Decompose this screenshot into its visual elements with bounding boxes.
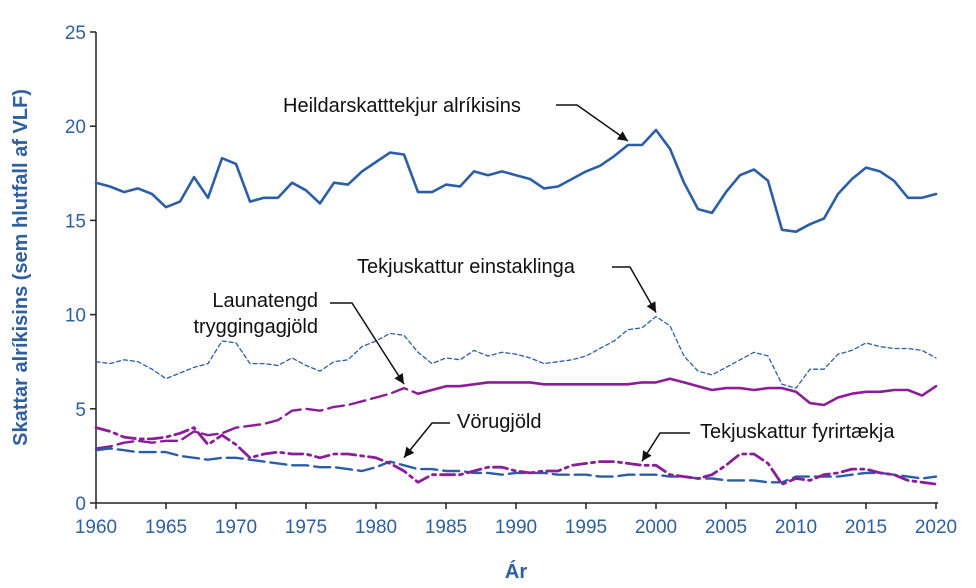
y-tick-label: 20 — [65, 117, 86, 138]
annotation-leader — [641, 432, 690, 462]
series-line-2 — [416, 377, 938, 407]
annotation-arrowhead — [642, 450, 652, 462]
x-tick-label: 1975 — [285, 517, 327, 538]
annotation-label: Launatengd — [212, 290, 318, 312]
annotation-label: Vörugjöld — [457, 411, 542, 433]
annotation-arrowhead — [616, 131, 628, 141]
annotation-label-line2: tryggingagjöld — [193, 316, 318, 338]
series-line-5 — [94, 426, 938, 486]
annotation-arrowhead — [394, 373, 404, 385]
annotation-label: Tekjuskattur einstaklinga — [357, 256, 576, 278]
x-tick-label: 2000 — [635, 517, 677, 538]
x-tick-label: 1995 — [565, 517, 607, 538]
x-tick-label: 2005 — [705, 517, 747, 538]
annotations: Heildarskatttekjur alríkisins Tekjuskattu… — [193, 95, 895, 462]
y-tick-label: 5 — [75, 400, 86, 421]
x-axis-title: Ár — [505, 560, 527, 583]
x-tick-label: 2020 — [915, 517, 957, 538]
y-tick-label: 0 — [75, 494, 86, 515]
x-tick-label: 2010 — [775, 517, 817, 538]
annotation-leader — [330, 302, 405, 385]
series-line-0 — [94, 128, 938, 233]
y-tick-label: 10 — [65, 306, 86, 327]
y-axis-ticks: 0 5 10 15 20 25 — [65, 23, 96, 515]
y-tick-label: 25 — [65, 23, 86, 44]
annotation-arrowhead — [646, 301, 656, 313]
y-tick-label: 15 — [65, 211, 86, 232]
x-tick-label: 1990 — [495, 517, 537, 538]
annotation-leader — [612, 266, 657, 313]
annotation-label: Heildarskatttekjur alríkisins — [283, 95, 521, 117]
x-axis-ticks: 1960 1965 1970 1975 1980 1985 1990 1995 2000 2005… — [75, 503, 957, 538]
x-tick-label: 1970 — [215, 517, 257, 538]
x-tick-label: 1965 — [145, 517, 187, 538]
x-tick-label: 1960 — [75, 517, 117, 538]
annotation-leader — [556, 104, 629, 142]
y-axis-title: Skattar alríkisins (sem hlutfall af VLF) — [10, 89, 32, 446]
annotation-label: Tekjuskattur fyrirtækja — [700, 421, 895, 443]
series-layer — [94, 128, 938, 486]
x-tick-label: 1985 — [425, 517, 467, 538]
annotation-leader — [403, 422, 450, 459]
x-tick-label: 2015 — [845, 517, 887, 538]
series-line-3 — [94, 386, 420, 450]
series-line-4 — [94, 447, 938, 484]
series-line-1 — [95, 315, 937, 389]
annotation-arrowhead — [404, 446, 415, 458]
x-tick-label: 1980 — [355, 517, 397, 538]
